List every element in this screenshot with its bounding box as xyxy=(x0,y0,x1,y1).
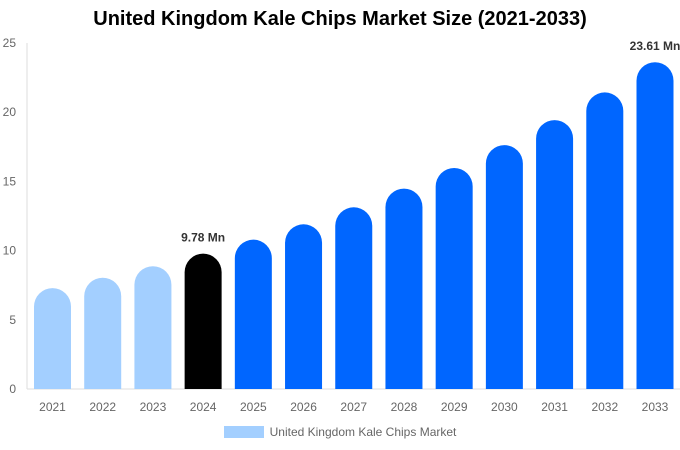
y-tick-label: 25 xyxy=(3,36,17,50)
bar-2031[interactable] xyxy=(536,120,574,390)
legend[interactable]: United Kingdom Kale Chips Market xyxy=(0,425,680,439)
bar-2028[interactable] xyxy=(385,188,423,389)
legend-swatch xyxy=(223,426,264,438)
y-tick-label: 5 xyxy=(9,313,16,327)
bar-2027[interactable] xyxy=(335,207,373,389)
chart-title: United Kingdom Kale Chips Market Size (2… xyxy=(93,8,587,30)
bar-2025[interactable] xyxy=(234,239,272,389)
x-tick-label: 2028 xyxy=(391,400,418,414)
bar-2022[interactable] xyxy=(84,277,122,389)
x-tick-label: 2029 xyxy=(441,400,468,414)
bar-2021[interactable] xyxy=(34,288,71,389)
bar-2029[interactable] xyxy=(435,167,473,389)
y-tick-label: 10 xyxy=(3,244,17,258)
x-tick-label: 2025 xyxy=(240,400,267,414)
y-tick-label: 0 xyxy=(9,382,16,396)
y-tick-label: 15 xyxy=(3,174,17,188)
legend-label: United Kingdom Kale Chips Market xyxy=(269,425,457,439)
x-tick-label: 2021 xyxy=(39,400,66,414)
x-tick-label: 2027 xyxy=(340,400,367,414)
bar-2026[interactable] xyxy=(285,224,323,389)
x-tick-label: 2024 xyxy=(190,400,217,414)
bar-2033[interactable] xyxy=(636,62,674,389)
data-label: 23.61 Mn xyxy=(630,39,680,53)
x-tick-label: 2023 xyxy=(140,400,167,414)
bar-2030[interactable] xyxy=(485,145,523,389)
bar-2023[interactable] xyxy=(134,266,172,389)
x-tick-label: 2022 xyxy=(89,400,116,414)
y-tick-label: 20 xyxy=(3,105,17,119)
bar-2024[interactable] xyxy=(184,253,222,389)
x-tick-label: 2030 xyxy=(491,400,518,414)
bar-2032[interactable] xyxy=(586,92,624,389)
x-tick-label: 2032 xyxy=(591,400,618,414)
x-tick-label: 2033 xyxy=(642,400,669,414)
data-label: 9.78 Mn xyxy=(181,231,225,245)
x-tick-label: 2026 xyxy=(290,400,317,414)
x-tick-label: 2031 xyxy=(541,400,568,414)
